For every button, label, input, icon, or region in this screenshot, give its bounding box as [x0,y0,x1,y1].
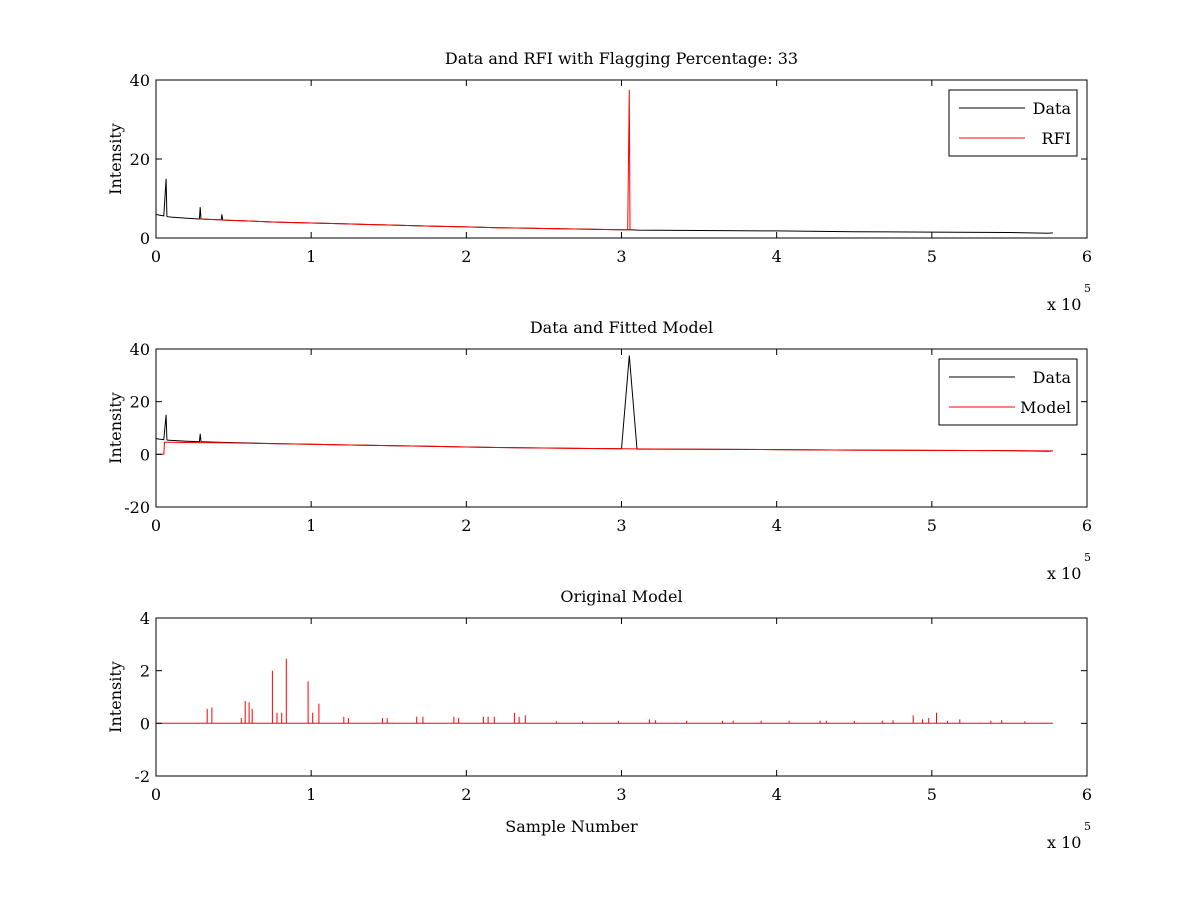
legend: Data Model [938,358,1078,426]
y-tick-label: 4 [140,609,150,628]
x-exponent-label: x 10 [1047,833,1081,852]
y-tick-label: 40 [130,71,150,90]
series-line-model [156,441,1053,455]
legend-box [938,358,1078,426]
x-tick-label: 3 [616,785,626,804]
x-tick-label: 4 [772,785,782,804]
x-tick-label: 6 [1082,516,1092,535]
plot-area [155,79,1088,239]
legend: Data RFI [948,89,1078,157]
x-tick-label: 5 [927,247,937,266]
x-tick-label: 2 [461,516,471,535]
x-exponent-power: 5 [1084,551,1091,564]
x-exponent-power: 5 [1084,820,1091,833]
legend-entry: Model [1020,398,1071,417]
x-tick-label: 0 [151,785,161,804]
y-tick-label: 40 [130,340,150,359]
series-line-model [156,658,1053,724]
y-tick-label: 0 [140,714,150,733]
x-tick-label: 2 [461,247,471,266]
y-axis-label: Intensity [106,123,125,195]
x-tick-label: 0 [151,247,161,266]
x-axis-label: Sample Number [505,817,638,836]
x-tick-label: 4 [772,247,782,266]
x-tick-label: 1 [306,516,316,535]
x-tick-label: 5 [927,785,937,804]
chart-title: Data and RFI with Flagging Percentage: 3… [445,49,798,68]
y-axis-label: Intensity [106,661,125,733]
y-tick-label: -2 [134,767,150,786]
x-exponent-label: x 10 [1047,564,1081,583]
legend-entry: RFI [1042,129,1071,148]
y-tick-label: 0 [140,445,150,464]
legend-entry: Data [1033,368,1072,387]
x-tick-label: 6 [1082,247,1092,266]
series-line-rfi [199,89,631,231]
chart-title: Data and Fitted Model [530,318,713,337]
x-tick-label: 3 [616,247,626,266]
legend-box [948,89,1078,157]
y-tick-label: 20 [130,393,150,412]
legend-entry: Data [1033,99,1072,118]
plot-area [155,348,1088,508]
y-tick-label: 0 [140,229,150,248]
x-exponent-label: x 10 [1047,295,1081,314]
x-exponent-power: 5 [1084,282,1091,295]
x-tick-label: 6 [1082,785,1092,804]
x-tick-label: 4 [772,516,782,535]
y-tick-label: 20 [130,150,150,169]
y-tick-label: 2 [140,662,150,681]
plot-area [155,617,1088,777]
x-tick-label: 0 [151,516,161,535]
y-axis-label: Intensity [106,392,125,464]
x-tick-label: 1 [306,785,316,804]
y-tick-label: -20 [124,498,150,517]
x-tick-label: 2 [461,785,471,804]
x-tick-label: 5 [927,516,937,535]
chart-title: Original Model [560,587,682,606]
x-tick-label: 3 [616,516,626,535]
x-tick-label: 1 [306,247,316,266]
